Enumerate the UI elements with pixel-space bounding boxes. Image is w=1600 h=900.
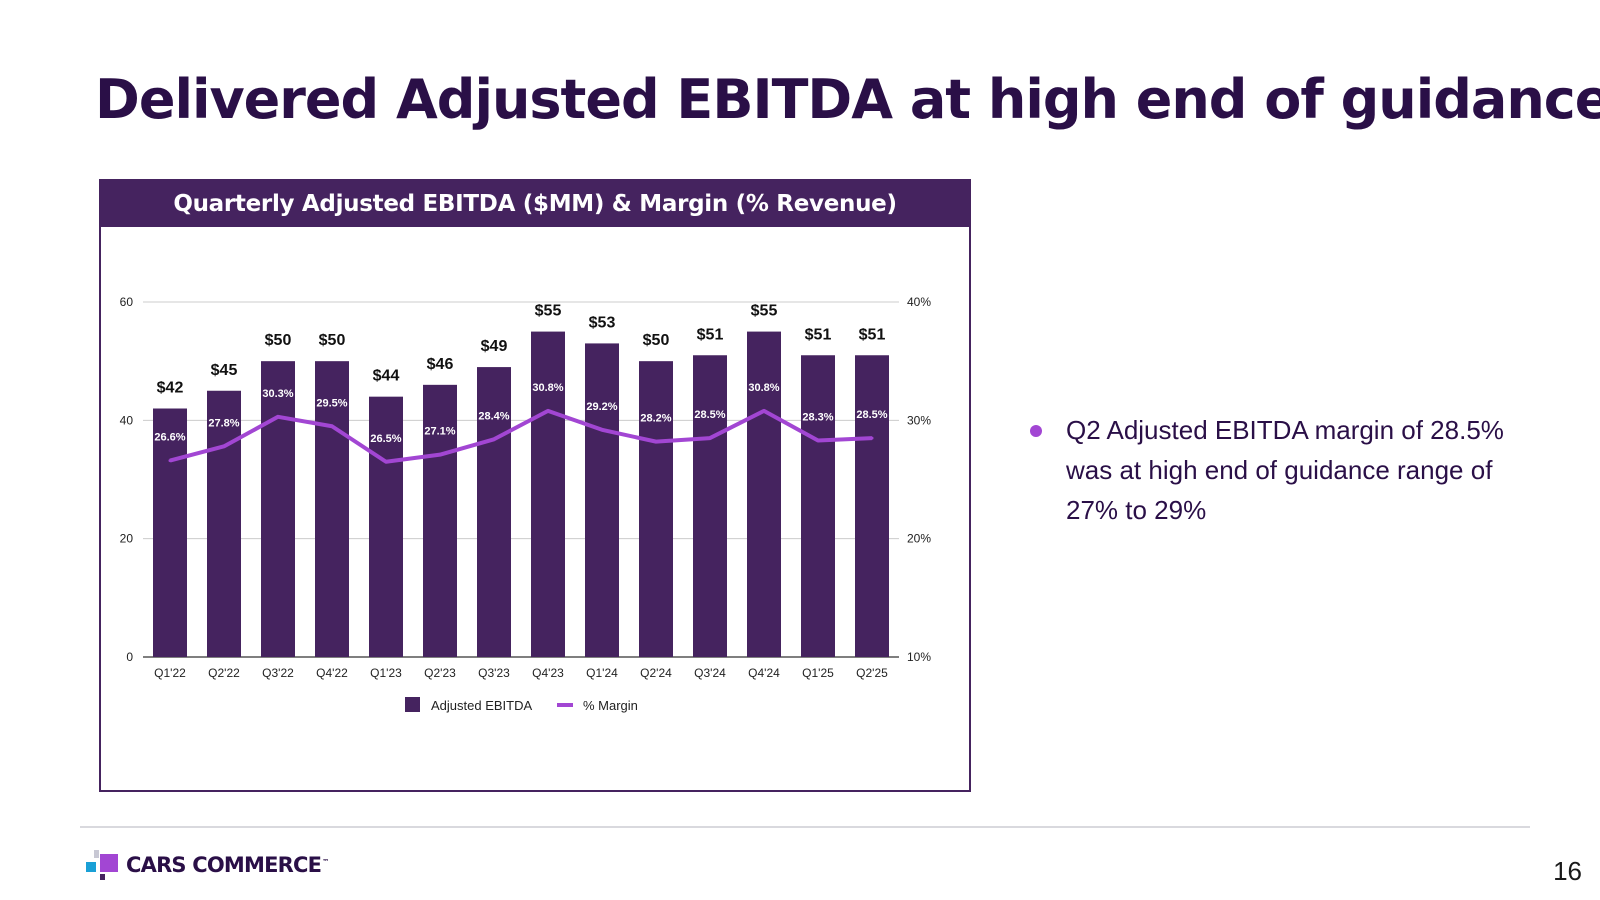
margin-value-label: 30.3% [262,388,293,400]
bar-value-label: $53 [589,314,616,331]
bar [639,361,673,657]
page-number: 16 [1553,856,1582,886]
slide-title: Delivered Adjusted EBITDA at high end of… [95,68,1600,131]
margin-value-label: 29.2% [586,401,617,413]
margin-point [168,459,172,463]
margin-point [384,460,388,464]
margin-point [816,438,820,442]
margin-point [492,437,496,441]
x-tick-label: Q4'22 [316,666,348,680]
x-tick-label: Q3'22 [262,666,294,680]
x-tick-label: Q1'23 [370,666,402,680]
bullet-dot-icon [1030,425,1042,437]
x-tick-label: Q1'24 [586,666,618,680]
y2-tick-label: 20% [907,532,931,546]
margin-value-label: 28.4% [478,410,509,422]
x-tick-label: Q4'24 [748,666,780,680]
legend-bar-swatch [405,697,420,712]
x-tick-label: Q3'24 [694,666,726,680]
margin-value-label: 26.5% [370,433,401,445]
logo-mark-icon [86,848,120,882]
bar [693,355,727,657]
margin-point [600,428,604,432]
margin-value-label: 28.5% [856,409,887,421]
bar-value-label: $51 [697,326,724,343]
y-tick-label: 40 [120,413,134,427]
margin-point [438,453,442,457]
x-tick-label: Q3'23 [478,666,510,680]
bar [315,361,349,657]
bar [855,355,889,657]
bar [261,361,295,657]
footer-divider [80,826,1530,828]
bullet-list: Q2 Adjusted EBITDA margin of 28.5% was a… [1030,410,1530,530]
bar [423,384,457,657]
margin-point [330,424,334,428]
company-logo: CARS COMMERCE™ [86,848,329,882]
margin-point [546,409,550,413]
y-tick-label: 20 [120,532,134,546]
bar-value-label: $46 [427,356,454,373]
bar-value-label: $55 [535,303,562,320]
bar [531,331,565,657]
margin-value-label: 28.2% [640,413,671,425]
bar [801,355,835,657]
legend-label: % Margin [583,698,638,713]
bar-value-label: $55 [751,303,778,320]
bar-value-label: $42 [157,380,184,397]
bullet-text: Q2 Adjusted EBITDA margin of 28.5% was a… [1066,415,1504,525]
y2-tick-label: 30% [907,413,931,427]
margin-value-label: 30.8% [532,382,563,394]
margin-line [169,408,873,464]
bar-value-label: $51 [859,326,886,343]
bar-value-label: $45 [211,362,238,379]
margin-value-label: 27.1% [424,426,455,438]
margin-value-label: 27.8% [208,417,239,429]
y2-tick-label: 10% [907,650,931,664]
bar-value-label: $50 [265,332,292,349]
margin-point [870,436,874,440]
bar-value-label: $50 [643,332,670,349]
x-tick-label: Q4'23 [532,666,564,680]
margin-value-label: 29.5% [316,397,347,409]
x-tick-label: Q1'22 [154,666,186,680]
y2-tick-label: 40% [907,295,931,309]
margin-value-label: 28.5% [694,409,725,421]
bar-value-label: $51 [805,326,832,343]
chart-header: Quarterly Adjusted EBITDA ($MM) & Margin… [101,181,969,227]
margin-value-label: 28.3% [802,411,833,423]
bar [369,396,403,657]
x-tick-label: Q2'24 [640,666,672,680]
margin-value-label: 30.8% [748,382,779,394]
bullet-item: Q2 Adjusted EBITDA margin of 28.5% was a… [1030,410,1530,530]
x-tick-label: Q2'23 [424,666,456,680]
margin-point [654,440,658,444]
x-tick-label: Q1'25 [802,666,834,680]
logo-text: CARS COMMERCE™ [126,853,329,877]
x-tick-label: Q2'22 [208,666,240,680]
margin-point [762,409,766,413]
margin-value-label: 26.6% [154,432,185,444]
margin-point [276,415,280,419]
bar-value-label: $44 [373,368,400,385]
y-tick-label: 0 [126,650,133,664]
bar [477,367,511,657]
x-tick-label: Q2'25 [856,666,888,680]
margin-point [708,436,712,440]
bar-value-label: $49 [481,338,508,355]
legend-label: Adjusted EBITDA [431,698,532,713]
bar [153,408,187,657]
bar [585,343,619,657]
ebitda-chart: 0 20 40 60 10% 20% 30% 40% $42 Q1'22 $45 Q2'22 $50 Q3… [120,295,932,713]
margin-point [222,444,226,448]
bar [747,331,781,657]
bar-value-label: $50 [319,332,346,349]
bar [207,390,241,657]
y-tick-label: 60 [120,295,134,309]
chart-panel: Quarterly Adjusted EBITDA ($MM) & Margin… [99,179,971,792]
